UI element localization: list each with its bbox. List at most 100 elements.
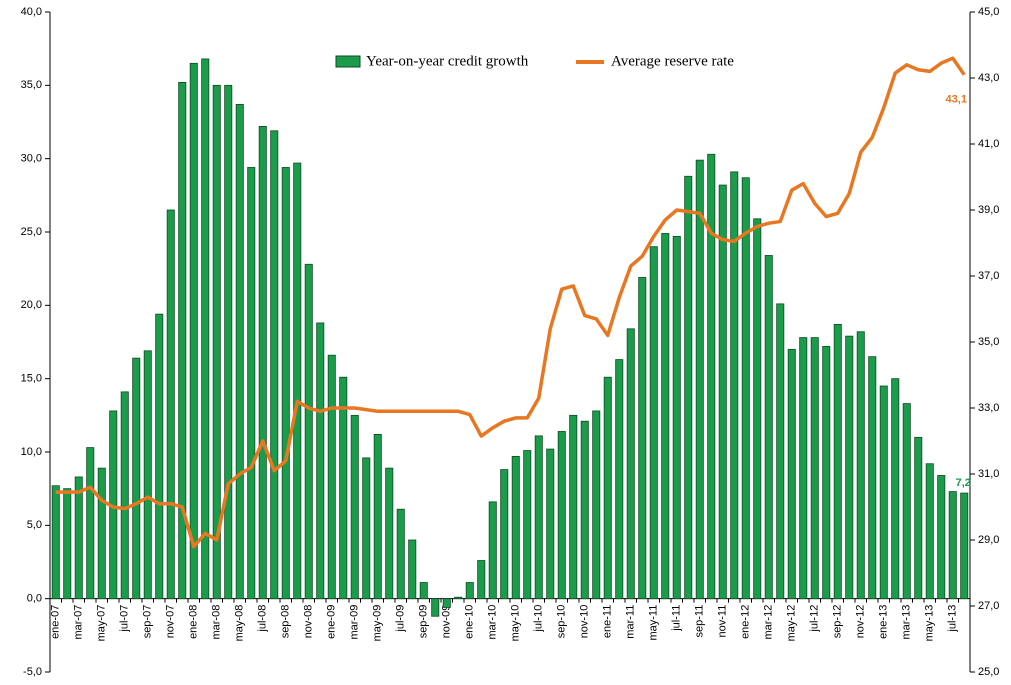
bar	[224, 84, 233, 600]
x-tick-label: may-10	[510, 605, 522, 642]
y-tick-label: 35,0	[21, 79, 42, 91]
bar	[937, 475, 946, 600]
x-tick-label: nov-09	[441, 605, 453, 639]
bar	[63, 488, 72, 600]
bar	[868, 356, 877, 600]
x-tick-label: ene-12	[740, 605, 752, 639]
x-tick-label: nov-10	[579, 605, 591, 639]
x-tick-label: jul-08	[257, 605, 269, 633]
bar	[373, 433, 382, 600]
bar	[132, 357, 141, 600]
bar	[86, 447, 95, 600]
x-tick-label: may-13	[924, 605, 936, 642]
bar	[753, 218, 762, 600]
y-tick-label: 40,0	[21, 6, 42, 18]
legend-label: Average reserve rate	[611, 53, 734, 69]
y-tick-label: 25,0	[21, 226, 42, 238]
x-tick-label: jul-12	[809, 605, 821, 633]
bar	[546, 448, 555, 600]
bar	[925, 463, 934, 600]
bar	[856, 331, 865, 600]
bar	[396, 508, 405, 600]
bar	[569, 414, 578, 600]
bar	[615, 359, 624, 600]
x-tick-label: nov-11	[717, 605, 729, 638]
bar	[511, 455, 520, 600]
y2-tick-label: 37,0	[978, 270, 999, 282]
bar	[454, 596, 463, 600]
y-tick-label: 10,0	[21, 446, 42, 458]
bar	[914, 436, 923, 600]
bar	[189, 62, 198, 600]
bar	[431, 598, 440, 617]
x-tick-label: nov-07	[165, 605, 177, 639]
x-tick-label: mar-12	[763, 605, 775, 640]
y2-tick-label: 45,0	[978, 6, 999, 18]
x-tick-label: mar-11	[625, 605, 637, 639]
bar	[465, 582, 474, 600]
x-tick-label: jul-13	[947, 605, 959, 633]
bar	[385, 467, 394, 600]
x-tick-label: nov-08	[303, 605, 315, 639]
bar	[362, 457, 371, 600]
bar	[247, 167, 256, 600]
bar	[810, 337, 819, 600]
bar	[891, 378, 900, 600]
x-tick-label: ene-10	[464, 605, 476, 639]
x-tick-label: sep-08	[280, 605, 292, 639]
x-tick-label: sep-09	[418, 605, 430, 639]
x-tick-label: jul-10	[533, 605, 545, 633]
y2-tick-label: 43,0	[978, 72, 999, 84]
bar	[316, 322, 325, 600]
y2-tick-label: 39,0	[978, 204, 999, 216]
bar	[350, 414, 359, 600]
bar	[948, 491, 957, 600]
x-tick-label: jul-07	[119, 605, 131, 633]
bar	[155, 313, 164, 600]
y2-tick-label: 35,0	[978, 336, 999, 348]
x-tick-label: nov-12	[855, 605, 867, 639]
x-tick-label: mar-07	[73, 605, 85, 640]
x-tick-label: mar-13	[901, 605, 913, 640]
bar	[718, 184, 727, 600]
bar	[879, 385, 888, 600]
x-tick-label: ene-08	[188, 605, 200, 639]
x-tick-label: ene-13	[878, 605, 890, 639]
bar	[580, 420, 589, 600]
y-tick-label: 15,0	[21, 373, 42, 385]
bar	[534, 435, 543, 600]
bar	[442, 598, 451, 608]
bar	[523, 450, 532, 600]
bar	[120, 391, 129, 600]
x-tick-label: may-07	[96, 605, 108, 642]
x-tick-label: jul-11	[671, 605, 683, 632]
bar	[166, 209, 175, 600]
bar	[741, 177, 750, 600]
bar	[661, 233, 670, 600]
bar	[787, 348, 796, 600]
bar	[293, 162, 302, 600]
bar	[477, 560, 486, 600]
bar	[776, 303, 785, 600]
bar	[281, 167, 290, 600]
bar	[500, 469, 509, 600]
bar	[845, 335, 854, 600]
bar	[258, 126, 267, 600]
bar	[960, 492, 969, 600]
bar	[419, 582, 428, 600]
bar	[557, 431, 566, 600]
x-tick-label: ene-07	[50, 605, 62, 639]
data-label: 43,1	[946, 94, 967, 106]
bar	[51, 485, 60, 600]
y-tick-label: -5,0	[23, 666, 42, 678]
x-tick-label: may-12	[786, 605, 798, 642]
data-label: 7,2	[956, 477, 971, 489]
x-tick-label: jul-09	[395, 605, 407, 633]
x-tick-label: sep-07	[142, 605, 154, 639]
legend-swatch	[335, 55, 361, 68]
x-tick-label: mar-09	[349, 605, 361, 640]
bar	[764, 255, 773, 600]
bar	[339, 376, 348, 600]
bar	[178, 82, 187, 600]
